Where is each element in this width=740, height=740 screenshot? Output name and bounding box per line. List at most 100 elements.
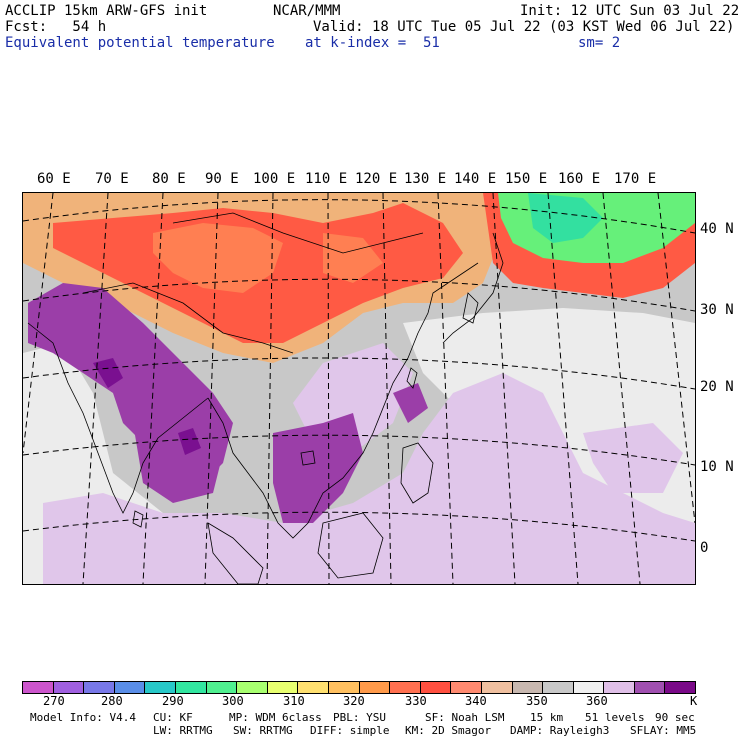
coast-southeast-asia bbox=[207, 332, 419, 539]
meridian-70e bbox=[82, 193, 109, 584]
warm-patch-east bbox=[323, 233, 383, 283]
footer-diff: DIFF: simple bbox=[310, 724, 390, 737]
graticule bbox=[23, 193, 695, 584]
lilac-region-south bbox=[43, 373, 695, 584]
lon-label: 60 E bbox=[37, 171, 71, 187]
lat-label: 20 N bbox=[700, 379, 734, 395]
footer-levels: 51 levels bbox=[585, 711, 645, 724]
lon-label: 140 E bbox=[454, 171, 497, 187]
lon-label: 150 E bbox=[505, 171, 548, 187]
meridian-170e bbox=[657, 193, 695, 524]
colorbar-swatch bbox=[145, 682, 176, 693]
colorbar-swatch bbox=[267, 682, 299, 693]
warm-band-inner bbox=[153, 223, 283, 293]
colorbar-swatch bbox=[390, 682, 421, 693]
meridian-60e bbox=[23, 193, 54, 454]
colorbar bbox=[22, 681, 696, 694]
footer-sf: SF: Noah LSM bbox=[425, 711, 505, 724]
forecast-hour: Fcst: 54 h bbox=[5, 19, 107, 35]
violet-patch-pacific bbox=[393, 383, 428, 423]
colorbar-swatch bbox=[23, 682, 54, 693]
colorbar-swatch bbox=[359, 682, 391, 693]
colorbar-swatch bbox=[298, 682, 329, 693]
colorbar-swatch bbox=[451, 682, 482, 693]
footer-mp: MP: WDM 6class bbox=[229, 711, 322, 724]
deep-violet-core-2 bbox=[178, 428, 201, 455]
lat-label: 40 N bbox=[700, 221, 734, 237]
meridian-90e bbox=[204, 193, 219, 584]
colorbar-swatch bbox=[573, 682, 605, 693]
colorbar-label: 350 bbox=[526, 694, 548, 708]
lilac-region-pacific bbox=[583, 423, 683, 493]
lon-label: 120 E bbox=[355, 171, 398, 187]
coast-korea bbox=[462, 292, 479, 324]
title-model: ACCLIP 15km ARW-GFS init bbox=[5, 3, 208, 19]
footer-pbl: PBL: YSU bbox=[333, 711, 386, 724]
island-borneo bbox=[317, 512, 384, 579]
colorbar-swatch bbox=[328, 682, 360, 693]
meridian-160e bbox=[602, 193, 641, 584]
violet-region-bay bbox=[133, 403, 223, 503]
border-tibet bbox=[82, 282, 294, 354]
island-sri-lanka bbox=[132, 510, 144, 528]
colorbar-swatch bbox=[175, 682, 207, 693]
footer-damp: DAMP: Rayleigh3 bbox=[510, 724, 610, 737]
colorbar-swatch bbox=[512, 682, 544, 693]
title-center: NCAR/MMM bbox=[273, 3, 341, 19]
deep-violet-core bbox=[93, 358, 123, 388]
coast-china bbox=[417, 262, 479, 334]
colorbar-label: 340 bbox=[465, 694, 487, 708]
footer-km: KM: 2D Smagor bbox=[405, 724, 492, 737]
footer-sflay: SFLAY: MM5 bbox=[630, 724, 697, 737]
lon-label: 160 E bbox=[558, 171, 601, 187]
parallel-20n bbox=[23, 357, 695, 390]
meridian-80e bbox=[142, 193, 164, 584]
colorbar-swatch bbox=[237, 682, 268, 693]
colorbar-swatch bbox=[84, 682, 115, 693]
meridian-100e bbox=[266, 193, 274, 584]
colorbar-swatch bbox=[114, 682, 146, 693]
colorbar-label: K bbox=[690, 694, 698, 708]
map-panel bbox=[22, 192, 696, 585]
island-sumatra bbox=[207, 522, 264, 584]
footer-cu: CU: KF bbox=[153, 711, 193, 724]
lon-label: 110 E bbox=[305, 171, 348, 187]
colorbar-swatch bbox=[634, 682, 666, 693]
island-hainan bbox=[300, 450, 316, 466]
border-mongolia bbox=[172, 212, 424, 254]
parallel-10n bbox=[23, 434, 695, 466]
lon-label: 170 E bbox=[614, 171, 657, 187]
colorbar-swatch bbox=[53, 682, 85, 693]
colorbar-label: 290 bbox=[162, 694, 184, 708]
field-name: Equivalent potential temperature bbox=[5, 35, 275, 51]
colorbar-label: 270 bbox=[43, 694, 65, 708]
colorbar-label: 330 bbox=[405, 694, 427, 708]
colorbar-label: 300 bbox=[222, 694, 244, 708]
coastlines bbox=[27, 212, 504, 584]
lat-label: 0 bbox=[700, 540, 709, 556]
init-time: Init: 12 UTC Sun 03 Jul 22 bbox=[520, 3, 740, 19]
islands-philippines bbox=[400, 442, 434, 504]
coast-japan bbox=[442, 232, 504, 344]
lon-label: 70 E bbox=[95, 171, 129, 187]
parallel-0 bbox=[23, 511, 695, 542]
meridian-130e bbox=[437, 193, 454, 584]
colorbar-swatch bbox=[206, 682, 238, 693]
meridian-140e bbox=[492, 193, 516, 584]
colorbar-swatch bbox=[543, 682, 574, 693]
island-taiwan bbox=[406, 367, 418, 389]
colorbar-swatch bbox=[604, 682, 635, 693]
colorbar-label: 310 bbox=[283, 694, 305, 708]
colorbar-swatch bbox=[481, 682, 513, 693]
smoothing: sm= 2 bbox=[578, 35, 621, 51]
footer-timestep: 90 sec bbox=[655, 711, 695, 724]
colorbar-swatch bbox=[420, 682, 452, 693]
vertical-level: at k-index = 51 bbox=[305, 35, 440, 51]
coast-india bbox=[27, 322, 209, 514]
violet-region-scs bbox=[273, 413, 363, 523]
pacific-cool-core bbox=[528, 193, 603, 243]
lon-label: 80 E bbox=[152, 171, 186, 187]
colorbar-label: 320 bbox=[343, 694, 365, 708]
lon-label: 130 E bbox=[404, 171, 447, 187]
meridian-110e bbox=[327, 193, 330, 584]
